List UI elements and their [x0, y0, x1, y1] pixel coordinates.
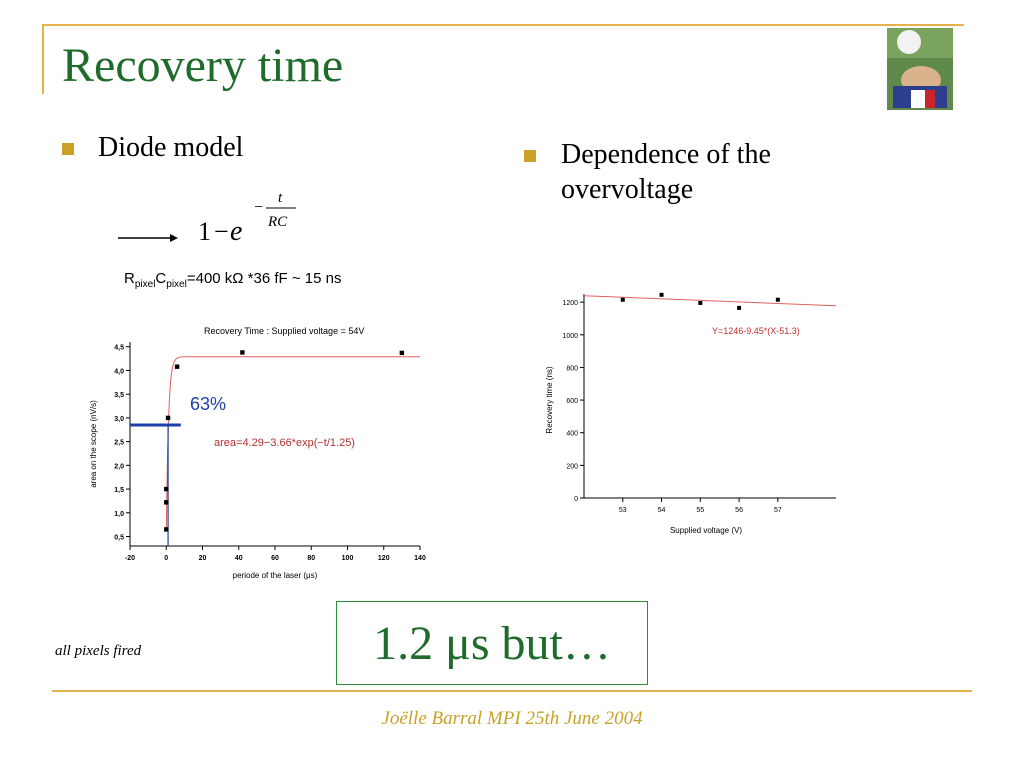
formula-e: e [230, 216, 242, 247]
x-tick-label: 60 [271, 555, 279, 562]
data-point [737, 305, 742, 310]
y-tick-label: 3,5 [114, 392, 124, 399]
highlight-box: 1.2 μs but… [336, 601, 648, 685]
formula-exp-sign: − [254, 199, 263, 216]
fit-curve [165, 356, 420, 531]
x-tick-label: 0 [164, 555, 168, 562]
y-tick-label: 1,5 [114, 487, 124, 494]
overvoltage-chart: 53 54 55 56 57 0 200 400 600 800 1000 1200 Supplied … [545, 292, 837, 535]
y-axis-label: area on the scope (nV/s) [89, 400, 98, 488]
fit-label: Y=1246-9.45*(X-51.3) [712, 326, 800, 336]
y-tick-label: 0,5 [114, 535, 124, 542]
bullet-marker [524, 150, 536, 162]
y-tick-label: 1000 [562, 333, 578, 340]
slide-title: Recovery time [62, 39, 344, 92]
recovery-time-chart: Recovery Time : Supplied voltage = 54V -2… [89, 326, 426, 580]
data-point [174, 364, 180, 369]
x-tick-label: 20 [199, 555, 207, 562]
formula-denominator: RC [267, 214, 288, 230]
data-point [165, 415, 171, 421]
y-tick-label: 0 [574, 496, 578, 503]
x-tick-label: 53 [619, 507, 627, 514]
footer-text: Joëlle Barral MPI 25th June 2004 [381, 708, 643, 729]
x-tick-label: 57 [774, 507, 782, 514]
player-photo [887, 28, 953, 110]
y-tick-label: 2,0 [114, 463, 124, 470]
y-tick-label: 2,5 [114, 440, 124, 447]
y-tick-label: 1,0 [114, 511, 124, 518]
arrow-icon [118, 234, 178, 242]
title-frame-left [42, 24, 44, 94]
y-axis-label: Recovery time (ns) [545, 366, 554, 433]
x-tick-label: 56 [735, 507, 743, 514]
y-tick-label: 200 [566, 463, 578, 470]
fit-line [583, 295, 837, 307]
y-tick-label: 4,5 [114, 345, 124, 352]
bullet-overvoltage: Dependence of the overvoltage [561, 139, 771, 205]
bullet-marker [62, 143, 74, 155]
formula-minus: − [214, 217, 229, 246]
y-tick-label: 600 [566, 398, 578, 405]
y-tick-label: 4,0 [114, 368, 124, 375]
data-point [620, 297, 625, 302]
data-point [775, 297, 780, 302]
marker-63-label: 63% [190, 394, 226, 414]
formula-base: 1 [198, 217, 211, 246]
formula-numerator: t [278, 190, 283, 206]
title-frame-top [42, 24, 964, 26]
x-tick-label: 80 [307, 555, 315, 562]
x-tick-label: 120 [378, 555, 390, 562]
chart-title: Recovery Time : Supplied voltage = 54V [204, 326, 364, 336]
rc-equation: RpixelCpixel=400 kΩ *36 fF ~ 15 ns [124, 270, 342, 290]
y-tick-label: 3,0 [114, 416, 124, 423]
highlight-text: 1.2 μs but… [373, 616, 611, 670]
fit-label: area=4.29−3.66*exp(−t/1.25) [214, 437, 355, 449]
formula: 1 − e − t RC [198, 190, 296, 247]
data-point [240, 350, 245, 355]
x-axis-label: Supplied voltage (V) [670, 526, 742, 535]
all-pixels-caption: all pixels fired [55, 643, 142, 659]
y-tick-label: 800 [566, 365, 578, 372]
y-tick-label: 400 [566, 431, 578, 438]
data-point [399, 350, 405, 356]
y-tick-label: 1200 [562, 300, 578, 307]
x-tick-label: -20 [125, 555, 135, 562]
bullet-diode-model: Diode model [98, 132, 244, 163]
data-point [698, 300, 703, 305]
data-point [164, 500, 169, 505]
x-tick-label: 100 [342, 555, 354, 562]
data-point [164, 486, 169, 492]
x-tick-label: 140 [414, 555, 426, 562]
footer-divider [52, 690, 972, 692]
x-tick-label: 40 [235, 555, 243, 562]
x-tick-label: 54 [658, 507, 666, 514]
data-point [164, 527, 169, 532]
x-axis-label: periode of the laser (μs) [233, 571, 318, 580]
data-point [659, 292, 664, 297]
x-tick-label: 55 [696, 507, 704, 514]
